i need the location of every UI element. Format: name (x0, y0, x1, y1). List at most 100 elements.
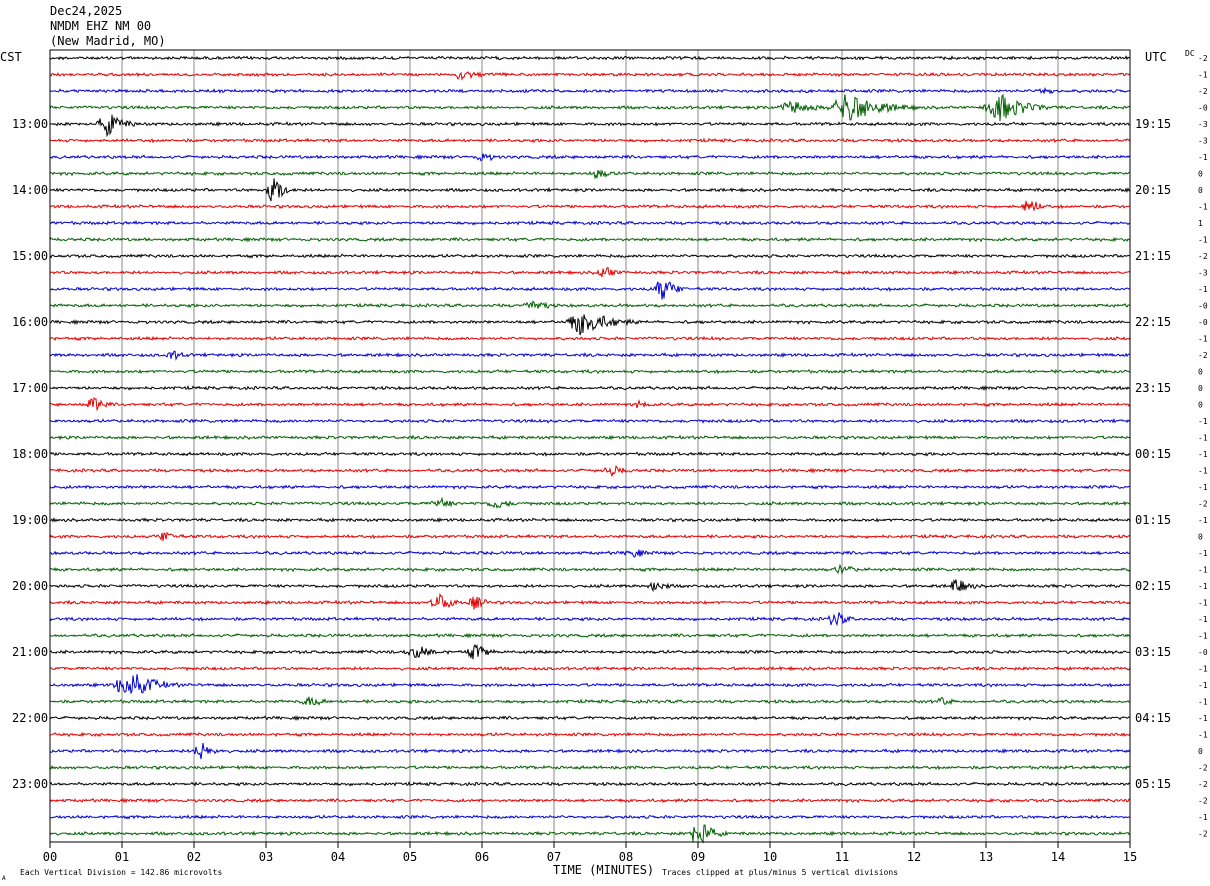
seismic-trace-27 (49, 496, 1131, 509)
x-tick-label: 02 (187, 850, 201, 864)
seismic-trace-37 (49, 665, 1131, 672)
seismic-trace-3 (49, 93, 1131, 122)
seismic-trace-23 (49, 434, 1131, 441)
seismic-trace-21 (49, 397, 1131, 412)
seismic-trace-41 (49, 731, 1131, 738)
dc-offset-value: -1 (1198, 615, 1208, 624)
seismic-trace-29 (49, 531, 1131, 542)
right-hour-label: 21:15 (1135, 249, 1171, 263)
dc-offset-value: -0 (1198, 318, 1208, 327)
dc-offset-header: DC (1185, 49, 1195, 58)
dc-offset-value: 0 (1198, 186, 1203, 195)
left-hour-label: 13:00 (12, 117, 48, 131)
dc-offset-value: 0 (1198, 533, 1203, 542)
plot-frame (49, 49, 1131, 843)
seismic-trace-43 (49, 764, 1131, 771)
dc-offset-value: -2 (1198, 780, 1208, 789)
seismic-trace-44 (49, 780, 1131, 787)
right-hour-label: 01:15 (1135, 513, 1171, 527)
x-tick-label: 08 (619, 850, 633, 864)
dc-offset-value: -2 (1198, 830, 1208, 839)
left-hour-label: 20:00 (12, 579, 48, 593)
right-timezone-label: UTC (1145, 50, 1167, 64)
seismic-trace-16 (49, 314, 1131, 336)
seismic-trace-39 (49, 696, 1131, 706)
dc-offset-value: -1 (1198, 516, 1208, 525)
seismic-trace-9 (49, 200, 1130, 212)
dc-offset-value: 0 (1198, 368, 1203, 377)
x-tick-label: 10 (763, 850, 777, 864)
seismic-trace-22 (49, 417, 1131, 424)
left-timezone-label: CST (0, 50, 22, 64)
x-tick-label: 14 (1051, 850, 1065, 864)
right-hour-label: 00:15 (1135, 447, 1171, 461)
right-hour-label: 20:15 (1135, 183, 1171, 197)
dc-offset-value: -1 (1198, 335, 1208, 344)
dc-offset-value: -1 (1198, 467, 1208, 476)
seismic-trace-32 (49, 578, 1131, 593)
x-tick-label: 07 (547, 850, 561, 864)
dc-offset-value: -1 (1198, 632, 1208, 641)
dc-offset-value: -1 (1198, 714, 1208, 723)
dc-offset-value: -2 (1198, 54, 1208, 63)
dc-offset-value: -1 (1198, 153, 1208, 162)
x-tick-label: 00 (43, 850, 57, 864)
x-axis-ticks: 00 01 02 03 04 05 06 07 08 09 10 11 12 13 14 15 (43, 842, 1137, 864)
x-tick-label: 01 (115, 850, 129, 864)
seismic-trace-46 (49, 814, 1131, 820)
left-hour-label: 16:00 (12, 315, 48, 329)
x-tick-label: 15 (1123, 850, 1137, 864)
seismic-trace-0 (49, 55, 1131, 61)
dc-offset-value: 0 (1198, 384, 1203, 393)
seismic-trace-5 (49, 137, 1131, 144)
dc-offset-value: -1 (1198, 681, 1208, 690)
time-labels: -2 -1 -2 -0 -3 -3 -1 0 0 -1 1 -1 -2 -3 -1 -0 -0 -1 -2 0 0 0 -1… (12, 54, 1208, 839)
seismic-trace-17 (49, 335, 1131, 342)
seismic-trace-24 (49, 450, 1131, 457)
seismic-trace-2 (49, 86, 1131, 95)
dc-offset-value: 0 (1198, 747, 1203, 756)
left-hour-label: 18:00 (12, 447, 48, 461)
corner-mark: A (2, 875, 6, 882)
left-hour-label: 14:00 (12, 183, 48, 197)
seismic-trace-20 (50, 384, 1131, 392)
seismic-trace-35 (49, 632, 1131, 639)
seismic-trace-4 (49, 114, 1131, 138)
x-tick-label: 04 (331, 850, 345, 864)
dc-offset-value: -2 (1198, 797, 1208, 806)
seismic-trace-15 (49, 300, 1131, 309)
dc-offset-value: -2 (1198, 87, 1208, 96)
seismic-trace-13 (49, 266, 1131, 278)
clip-note: Traces clipped at plus/minus 5 vertical … (662, 868, 898, 877)
x-tick-label: 13 (979, 850, 993, 864)
left-hour-label: 19:00 (12, 513, 48, 527)
seismic-trace-34 (49, 612, 1131, 627)
seismic-trace-8 (49, 178, 1131, 202)
vertical-division-note: Each Vertical Division = 142.86 microvol… (20, 868, 222, 877)
dc-offset-value: -1 (1198, 549, 1208, 558)
x-tick-label: 12 (907, 850, 921, 864)
x-axis-title: TIME (MINUTES) (553, 863, 654, 877)
seismic-traces (49, 55, 1131, 844)
recording-date: Dec24,2025 (50, 4, 123, 18)
seismic-trace-31 (49, 563, 1131, 576)
seismic-trace-26 (49, 484, 1131, 490)
seismic-trace-45 (49, 797, 1131, 804)
seismic-trace-19 (49, 368, 1131, 375)
seismic-trace-6 (49, 153, 1131, 162)
dc-offset-value: -2 (1198, 764, 1208, 773)
seismic-trace-1 (49, 71, 1131, 81)
dc-offset-value: -1 (1198, 599, 1208, 608)
seismic-trace-11 (49, 236, 1131, 243)
seismic-trace-30 (49, 549, 1130, 558)
seismic-trace-40 (49, 715, 1131, 722)
dc-offset-value: -1 (1198, 566, 1208, 575)
seismic-trace-12 (49, 253, 1131, 259)
seismic-trace-42 (49, 742, 1131, 760)
dc-offset-value: -0 (1198, 104, 1208, 113)
dc-offset-value: -1 (1198, 236, 1208, 245)
left-hour-label: 17:00 (12, 381, 48, 395)
minute-gridlines (121, 50, 1059, 842)
right-hour-label: 05:15 (1135, 777, 1171, 791)
seismic-trace-7 (49, 169, 1131, 180)
